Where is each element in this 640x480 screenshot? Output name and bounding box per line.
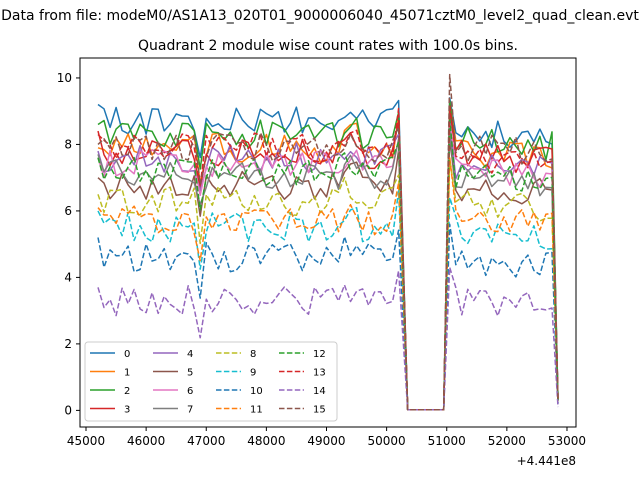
y-tick-label: 0 xyxy=(64,403,72,417)
y-tick-label: 6 xyxy=(64,204,72,218)
series-line-0 xyxy=(97,97,559,411)
series-line-10 xyxy=(97,223,559,411)
x-tick-label: 46000 xyxy=(127,434,165,448)
x-tick-label: 49000 xyxy=(307,434,345,448)
y-tick-label: 8 xyxy=(64,137,72,151)
legend-label-15: 15 xyxy=(313,405,326,416)
series-line-6 xyxy=(97,123,559,411)
legend-label-0: 0 xyxy=(124,349,130,360)
legend-label-8: 8 xyxy=(250,349,256,360)
legend-label-6: 6 xyxy=(187,386,193,397)
x-axis: 45000 46000 47000 48000 49000 50000 51000 52000… xyxy=(67,427,586,448)
series-line-14 xyxy=(97,266,559,411)
legend-label-5: 5 xyxy=(187,368,193,379)
series-line-2 xyxy=(97,100,559,411)
x-tick-label: 52000 xyxy=(488,434,526,448)
series-line-9 xyxy=(97,190,559,411)
legend-label-2: 2 xyxy=(124,386,130,397)
series-line-11 xyxy=(97,156,559,411)
plot-frame xyxy=(79,57,577,428)
x-tick-label: 47000 xyxy=(187,434,225,448)
legend-label-9: 9 xyxy=(250,368,256,379)
legend-label-12: 12 xyxy=(313,349,326,360)
y-tick-label: 4 xyxy=(64,270,72,284)
x-offset-label: +4.441e8 xyxy=(517,454,576,468)
y-axis: 0 2 4 6 8 10 xyxy=(57,71,80,417)
series-line-5 xyxy=(97,137,559,411)
y-tick-label: 10 xyxy=(57,71,72,85)
series-line-15 xyxy=(97,73,559,411)
series-line-8 xyxy=(97,156,559,411)
x-tick-label: 48000 xyxy=(247,434,285,448)
legend-label-7: 7 xyxy=(187,405,193,416)
plot-area xyxy=(97,73,559,411)
legend-label-14: 14 xyxy=(313,386,326,397)
legend-label-10: 10 xyxy=(250,386,263,397)
legend-label-4: 4 xyxy=(187,349,193,360)
legend-label-3: 3 xyxy=(124,405,130,416)
x-tick-label: 50000 xyxy=(368,434,406,448)
figure-suptitle: Data from file: modeM0/AS1A13_020T01_900… xyxy=(1,8,639,24)
legend-box xyxy=(84,341,338,422)
legend-label-13: 13 xyxy=(313,368,326,379)
legend-label-11: 11 xyxy=(250,405,263,416)
chart-title: Quadrant 2 module wise count rates with … xyxy=(138,38,518,54)
y-tick-label: 2 xyxy=(64,337,72,351)
series-line-4 xyxy=(97,117,559,411)
x-tick-label: 51000 xyxy=(428,434,466,448)
x-tick-label: 45000 xyxy=(67,434,105,448)
x-tick-label: 53000 xyxy=(548,434,586,448)
series-line-13 xyxy=(97,103,559,411)
legend-label-1: 1 xyxy=(124,368,130,379)
series-line-7 xyxy=(97,130,559,411)
